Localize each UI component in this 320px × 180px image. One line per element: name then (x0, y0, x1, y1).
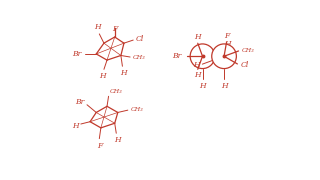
Text: Br: Br (75, 98, 84, 106)
Text: H: H (194, 61, 200, 69)
Text: Br: Br (72, 50, 82, 58)
Text: CH₃: CH₃ (242, 48, 255, 53)
Text: H: H (120, 69, 126, 77)
Text: H: H (72, 122, 78, 130)
Circle shape (190, 44, 215, 69)
Text: H: H (114, 136, 120, 144)
Text: CH₃: CH₃ (110, 89, 123, 94)
Text: H: H (225, 40, 231, 48)
Text: H: H (194, 33, 200, 41)
Text: H: H (94, 23, 101, 31)
Text: F: F (112, 25, 117, 33)
Circle shape (212, 44, 236, 69)
Text: Cl: Cl (135, 35, 144, 43)
Text: F: F (97, 142, 102, 150)
Text: CH₃: CH₃ (133, 55, 146, 60)
Text: H: H (221, 82, 228, 90)
Text: Br: Br (172, 52, 182, 60)
Text: CH₃: CH₃ (131, 107, 144, 112)
Text: H: H (194, 71, 200, 79)
Text: F: F (224, 32, 229, 40)
Text: H: H (199, 82, 206, 90)
Text: Cl: Cl (241, 61, 249, 69)
Text: H: H (99, 72, 106, 80)
